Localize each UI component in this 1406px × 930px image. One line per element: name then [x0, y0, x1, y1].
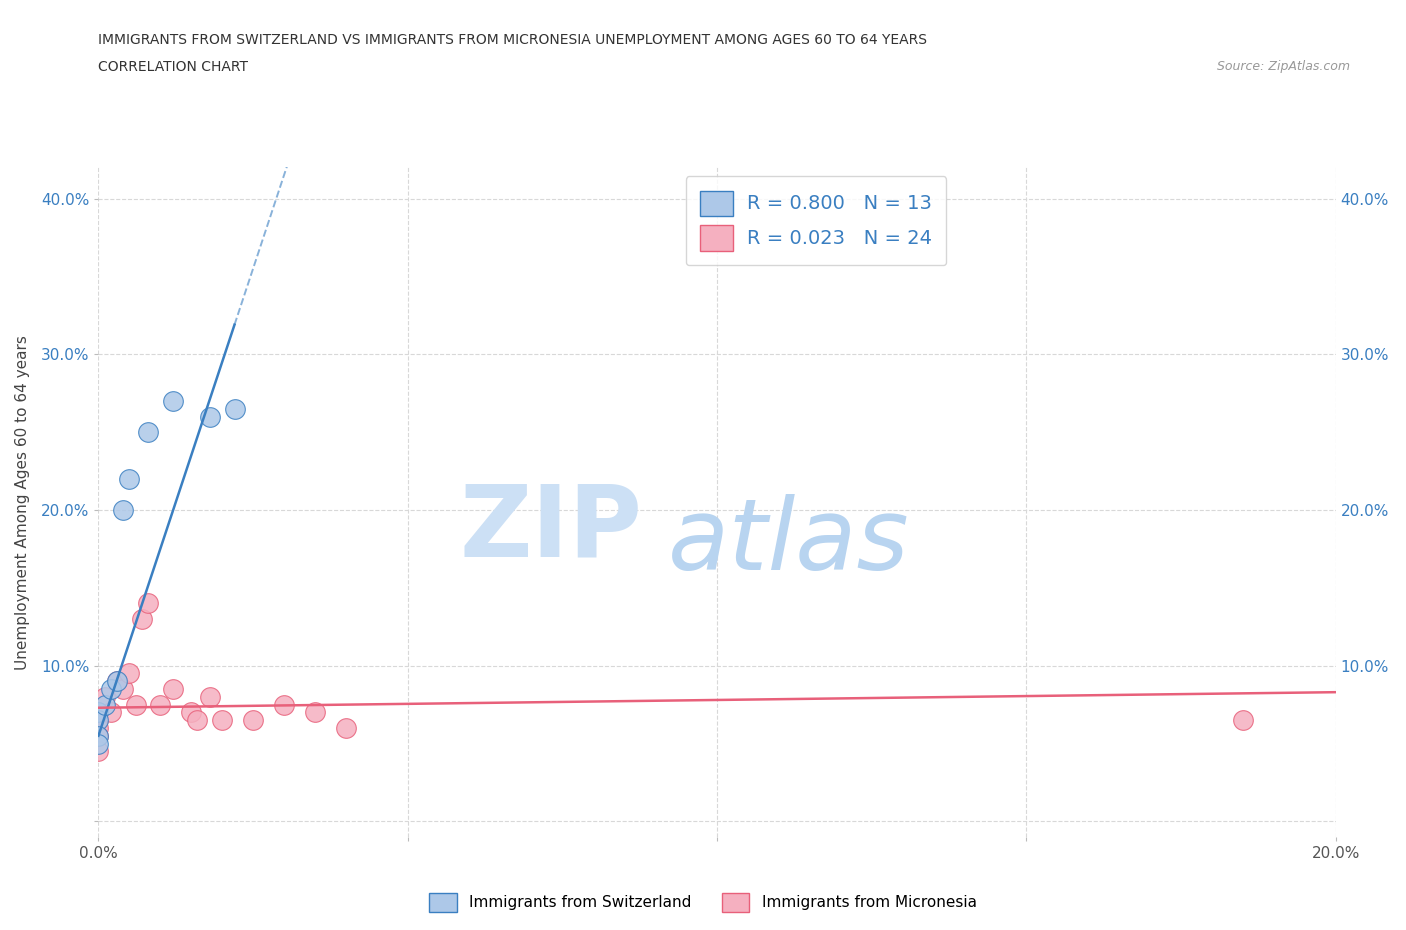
Point	[87, 728, 110, 743]
Point	[93, 689, 115, 704]
Point	[105, 674, 128, 689]
Point	[105, 674, 128, 689]
Text: ZIP: ZIP	[460, 481, 643, 578]
Point	[211, 712, 233, 727]
Point	[136, 425, 159, 440]
Point	[242, 712, 264, 727]
Legend: Immigrants from Switzerland, Immigrants from Micronesia: Immigrants from Switzerland, Immigrants …	[423, 887, 983, 918]
Point	[131, 612, 153, 627]
Point	[149, 698, 172, 712]
Point	[87, 712, 110, 727]
Point	[304, 705, 326, 720]
Point	[224, 402, 246, 417]
Point	[198, 409, 221, 424]
Text: atlas: atlas	[668, 494, 910, 591]
Point	[100, 682, 122, 697]
Point	[87, 705, 110, 720]
Point	[136, 596, 159, 611]
Point	[198, 689, 221, 704]
Point	[273, 698, 295, 712]
Text: CORRELATION CHART: CORRELATION CHART	[98, 60, 249, 74]
Point	[180, 705, 202, 720]
Point	[87, 744, 110, 759]
Point	[112, 502, 135, 517]
Point	[112, 682, 135, 697]
Y-axis label: Unemployment Among Ages 60 to 64 years: Unemployment Among Ages 60 to 64 years	[15, 335, 30, 670]
Point	[87, 728, 110, 743]
Point	[93, 698, 115, 712]
Point	[87, 721, 110, 736]
Point	[1232, 712, 1254, 727]
Legend: R = 0.800   N = 13, R = 0.023   N = 24: R = 0.800 N = 13, R = 0.023 N = 24	[686, 177, 946, 265]
Text: IMMIGRANTS FROM SWITZERLAND VS IMMIGRANTS FROM MICRONESIA UNEMPLOYMENT AMONG AGE: IMMIGRANTS FROM SWITZERLAND VS IMMIGRANT…	[98, 33, 928, 46]
Point	[162, 393, 184, 408]
Point	[118, 666, 141, 681]
Point	[87, 712, 110, 727]
Point	[118, 472, 141, 486]
Point	[87, 705, 110, 720]
Text: Source: ZipAtlas.com: Source: ZipAtlas.com	[1216, 60, 1350, 73]
Point	[124, 698, 146, 712]
Point	[186, 712, 208, 727]
Point	[87, 737, 110, 751]
Point	[335, 721, 357, 736]
Point	[162, 682, 184, 697]
Point	[100, 705, 122, 720]
